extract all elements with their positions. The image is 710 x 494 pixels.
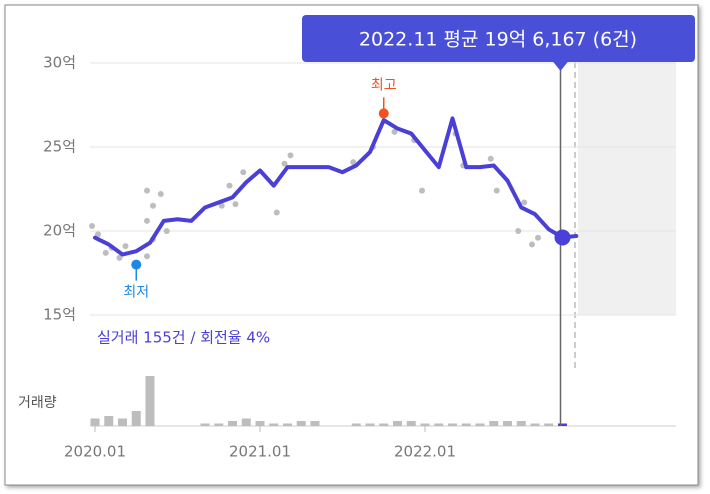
deal-point (493, 187, 500, 194)
volume-bar (489, 421, 499, 426)
x-tick-label: 2020.01 (64, 443, 126, 461)
x-tick-label: 2021.01 (229, 443, 291, 461)
deal-point (487, 155, 494, 162)
volume-bar (296, 421, 306, 426)
deal-point (515, 228, 522, 234)
volume-bar (420, 423, 430, 426)
deal-point (122, 243, 129, 250)
deal-point (95, 231, 101, 238)
y-tick-label: 20억 (43, 222, 76, 240)
deal-point (144, 217, 150, 224)
y-tick-label: 30억 (43, 54, 76, 72)
volume-bar (269, 423, 279, 426)
volume-bar (365, 423, 375, 426)
deal-point (163, 228, 170, 234)
deal-point (144, 187, 150, 194)
volume-bar (393, 421, 402, 426)
volume-bar (461, 423, 471, 426)
deal-point (287, 152, 294, 159)
volume-bar (448, 423, 457, 426)
deal-point (419, 187, 425, 194)
deal-point (535, 234, 541, 241)
volume-bar (200, 423, 210, 426)
volume-bar (145, 376, 155, 426)
volume-bar (503, 421, 512, 426)
volume-bar (241, 418, 251, 426)
tooltip-text: 2022.11 평균 19억 6,167 (6건) (359, 29, 637, 51)
deal-point (391, 128, 398, 135)
future-area (578, 62, 676, 315)
volume-bar (283, 423, 292, 426)
volume-bar (255, 421, 265, 426)
deal-point (144, 253, 150, 260)
deal-point (232, 201, 239, 208)
volume-bar (310, 421, 320, 426)
volume-bar (379, 423, 389, 426)
tooltip-pointer (552, 61, 569, 71)
volume-bar (104, 416, 114, 426)
lowest-point (131, 259, 142, 270)
price-line (93, 116, 579, 257)
selected-point (554, 229, 571, 246)
highest-label: 최고 (371, 77, 397, 93)
x-tick-label: 2022.01 (394, 443, 456, 461)
volume-bar (558, 423, 567, 426)
volume-bar (131, 411, 141, 426)
volume-bar (351, 423, 361, 426)
highest-point (378, 108, 389, 119)
deal-point (350, 159, 357, 166)
volume-bar (118, 418, 127, 426)
y-tick-label: 25억 (43, 138, 76, 156)
volume-bar (228, 421, 237, 426)
deal-point (89, 222, 95, 229)
deal-point (240, 169, 247, 176)
deal-point (226, 182, 233, 189)
volume-bar (530, 423, 540, 426)
y-tick-label: 15억 (43, 306, 76, 324)
deal-point (281, 160, 288, 167)
summary: 실거래 155건 / 회전율 4% (97, 329, 270, 347)
deal-point (529, 241, 535, 248)
deal-point (521, 199, 528, 206)
deal-point (116, 254, 123, 261)
volume-bar (475, 423, 485, 426)
deal-point (218, 202, 225, 209)
deal-point (102, 249, 109, 256)
volume-bar (434, 423, 444, 426)
deal-point (157, 191, 164, 198)
volume-bar (90, 418, 100, 426)
volume-bar (406, 421, 416, 426)
volume-bar (214, 423, 224, 426)
volume-bar (516, 421, 526, 426)
tooltip-box (302, 15, 695, 62)
deal-point (273, 209, 280, 216)
volume-bar (544, 423, 554, 426)
volume-label: 거래량 (18, 395, 57, 411)
deal-point (150, 202, 156, 209)
lowest-label: 최저 (123, 285, 149, 301)
